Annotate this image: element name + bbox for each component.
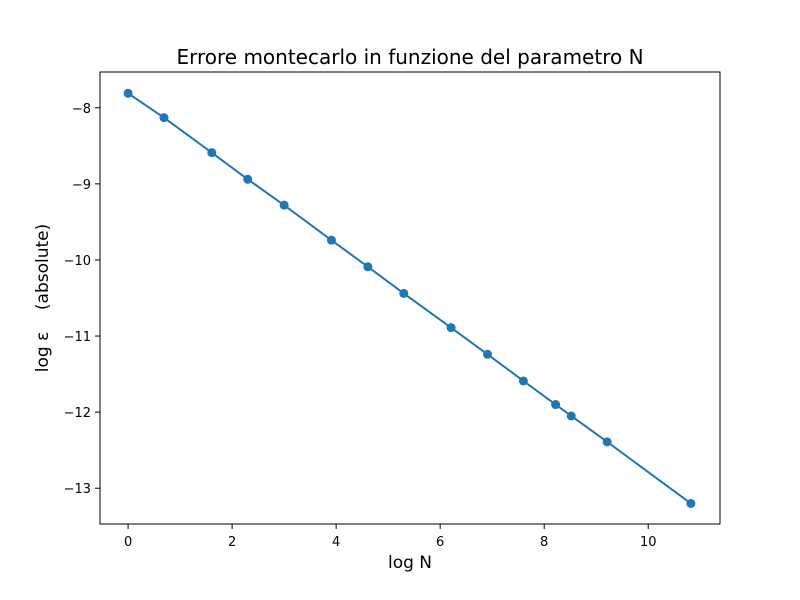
data-point <box>483 349 492 359</box>
y-tick-label: −13 <box>64 482 91 497</box>
data-point <box>686 498 696 508</box>
series-layer <box>123 88 696 508</box>
data-point <box>566 411 576 421</box>
y-tick-label: −10 <box>64 254 91 269</box>
x-tick-label: 0 <box>124 535 132 550</box>
data-point <box>518 376 528 386</box>
y-axis-title: log ε (absolute) <box>33 224 53 372</box>
y-tick-label: −11 <box>64 330 91 345</box>
data-point <box>602 437 612 447</box>
x-tick-label: 10 <box>640 535 657 550</box>
data-point <box>326 235 336 245</box>
x-tick-label: 2 <box>228 535 236 550</box>
y-tick-label: −8 <box>72 102 91 117</box>
data-point <box>446 323 456 333</box>
x-tick-label: 4 <box>332 535 340 550</box>
chart-title: Errore montecarlo in funzione del parame… <box>176 45 643 69</box>
y-tick-label: −9 <box>72 178 91 193</box>
data-point <box>207 148 217 158</box>
y-tick-label: −12 <box>64 406 91 421</box>
data-point <box>399 288 409 298</box>
data-point <box>279 200 289 210</box>
data-point <box>363 262 373 272</box>
x-axis: 0 2 4 6 8 10 <box>124 524 657 550</box>
data-point <box>123 88 133 98</box>
x-tick-label: 6 <box>436 535 444 550</box>
x-tick-label: 8 <box>540 535 548 550</box>
y-axis: −8 −9 −10 −11 −12 −13 <box>64 102 100 497</box>
data-point <box>551 400 561 410</box>
x-axis-title: log N <box>388 553 432 573</box>
data-point <box>159 113 169 123</box>
data-point <box>243 174 253 184</box>
